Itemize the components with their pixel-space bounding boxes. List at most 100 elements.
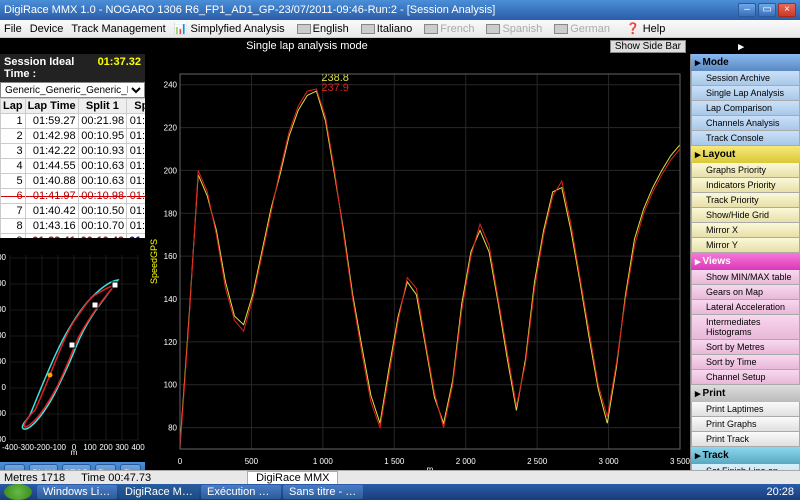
svg-text:160: 160 [164, 252, 178, 261]
panel-item[interactable]: Channels Analysis [691, 116, 800, 131]
lap-table[interactable]: LapLap TimeSplit 1Split 2Split 3101:59.2… [0, 98, 145, 238]
panel-item[interactable]: Gears on Map [691, 285, 800, 300]
flag-icon [297, 24, 311, 34]
panel-header-views[interactable]: ▸ Views [691, 253, 800, 270]
lap-row[interactable]: 501:40.8800:10.6301:27.6900:02.56 [1, 174, 146, 189]
svg-text:-200: -200 [0, 435, 7, 444]
panel-item[interactable]: Lateral Acceleration [691, 300, 800, 315]
lap-row[interactable]: 401:44.5500:10.6301:31.7500:02.17 [1, 159, 146, 174]
svg-text:100: 100 [164, 381, 178, 390]
svg-text:1 500: 1 500 [384, 457, 405, 466]
taskbar-item[interactable]: DigiRace MMX [119, 485, 199, 499]
svg-text:300: 300 [115, 443, 129, 452]
panel-item[interactable]: Print Track [691, 432, 800, 447]
svg-text:0: 0 [2, 383, 7, 392]
svg-text:500: 500 [245, 457, 259, 466]
taskbar-clock[interactable]: 20:28 [760, 486, 800, 498]
svg-text:200: 200 [0, 331, 7, 340]
lang-italiano[interactable]: Italiano [361, 23, 412, 35]
session-ideal-time: 01:37.32 [98, 56, 141, 80]
panel-item[interactable]: Print Graphs [691, 417, 800, 432]
menubar: File Device Track Management 📊 Simplyfie… [0, 20, 800, 38]
svg-text:500: 500 [0, 253, 7, 262]
lap-col-header[interactable]: Split 2 [127, 99, 145, 114]
panel-header-track[interactable]: ▸ Track [691, 447, 800, 464]
svg-text:80: 80 [168, 424, 177, 433]
show-sidebar-button[interactable]: Show Side Bar [610, 40, 686, 53]
lap-row[interactable]: 801:43.1600:10.7001:30.3100:02.15 [1, 219, 146, 234]
lap-col-header[interactable]: Lap Time [25, 99, 78, 114]
svg-text:400: 400 [131, 443, 145, 452]
lap-row[interactable]: 101:59.2700:21.9801:35.2600:02.03 [1, 114, 146, 129]
right-panel: ▸ ModeSession ArchiveSingle Lap Analysis… [690, 54, 800, 484]
speed-chart[interactable]: 8010012014016018020022024005001 0001 500… [145, 54, 690, 484]
svg-text:220: 220 [164, 124, 178, 133]
panel-item[interactable]: Channel Setup [691, 370, 800, 385]
svg-text:1 000: 1 000 [313, 457, 334, 466]
svg-text:0: 0 [178, 457, 183, 466]
panel-item[interactable]: Single Lap Analysis [691, 86, 800, 101]
lang-german[interactable]: German [554, 23, 610, 35]
panel-item[interactable]: Print Laptimes [691, 402, 800, 417]
taskbar-item[interactable]: Exécution automati… [201, 485, 281, 499]
panel-header-mode[interactable]: ▸ Mode [691, 54, 800, 71]
taskbar-item[interactable]: Windows Live Mess… [37, 485, 117, 499]
panel-item[interactable]: Graphs Priority [691, 163, 800, 178]
menu-device[interactable]: Device [30, 23, 64, 35]
panel-item[interactable]: Lap Comparison [691, 101, 800, 116]
lap-row[interactable]: 301:42.2200:10.9301:29.0300:02.26 [1, 144, 146, 159]
lap-col-header[interactable]: Split 1 [78, 99, 126, 114]
status-tab[interactable]: DigiRace MMX [247, 471, 338, 485]
menu-file[interactable]: File [4, 23, 22, 35]
panel-item[interactable]: Track Console [691, 131, 800, 146]
panel-item[interactable]: Show MIN/MAX table [691, 270, 800, 285]
lap-col-header[interactable]: Lap [1, 99, 26, 114]
lap-row[interactable]: 701:40.4200:10.5001:27.7200:02.20 [1, 204, 146, 219]
mode-bar: Single lap analysis mode Show Side Bar ▸ [0, 38, 800, 54]
panel-header-print[interactable]: ▸ Print [691, 385, 800, 402]
left-column: Session Ideal Time : 01:37.32 Generic_Ge… [0, 54, 145, 484]
status-time: 00:47.73 [108, 472, 151, 484]
panel-item[interactable]: Session Archive [691, 71, 800, 86]
svg-text:300: 300 [0, 305, 7, 314]
svg-text:-100: -100 [50, 443, 67, 452]
lang-french[interactable]: French [424, 23, 474, 35]
window-title: DigiRace MMX 1.0 - NOGARO 1306 R6_FP1_AD… [4, 4, 738, 16]
svg-text:-200: -200 [34, 443, 51, 452]
panel-item[interactable]: Show/Hide Grid [691, 208, 800, 223]
session-combo[interactable]: Generic_Generic_Generic_NEW [0, 82, 145, 98]
panel-header-layout[interactable]: ▸ Layout [691, 146, 800, 163]
help-button[interactable]: ❓ Help [626, 22, 665, 35]
lang-spanish[interactable]: Spanish [486, 23, 542, 35]
taskbar-item[interactable]: Sans titre - Paint [283, 485, 363, 499]
menu-track-management[interactable]: Track Management [71, 23, 165, 35]
start-button[interactable] [4, 484, 32, 500]
svg-text:180: 180 [164, 209, 178, 218]
flag-icon [424, 24, 438, 34]
flag-icon [361, 24, 375, 34]
maximize-button[interactable]: ▭ [758, 3, 776, 17]
svg-text:2 000: 2 000 [456, 457, 477, 466]
svg-text:120: 120 [164, 338, 178, 347]
minimize-button[interactable]: – [738, 3, 756, 17]
panel-item[interactable]: Sort by Time [691, 355, 800, 370]
panel-item[interactable]: Sort by Metres [691, 340, 800, 355]
svg-text:240: 240 [164, 81, 178, 90]
svg-text:-400: -400 [2, 443, 19, 452]
panel-item[interactable]: Intermediates Histograms [691, 315, 800, 340]
lap-row[interactable]: 601:41.9700:10.9801:28.7100:02.28 [1, 189, 146, 204]
svg-text:3 500: 3 500 [670, 457, 690, 466]
lang-english[interactable]: English [297, 23, 349, 35]
track-map[interactable]: -400-300-200-1000100200300400-200-100010… [0, 238, 145, 462]
simplified-analysis-button[interactable]: 📊 Simplyfied Analysis [174, 22, 285, 35]
status-metres: 1718 [41, 472, 65, 484]
panel-item[interactable]: Mirror Y [691, 238, 800, 253]
svg-text:237.9: 237.9 [321, 82, 349, 94]
panel-item[interactable]: Indicators Priority [691, 178, 800, 193]
lap-row[interactable]: 201:42.9800:10.9501:29.8100:02.22 [1, 129, 146, 144]
panel-item[interactable]: Track Priority [691, 193, 800, 208]
close-button[interactable]: × [778, 3, 796, 17]
panel-item[interactable]: Mirror X [691, 223, 800, 238]
svg-text:100: 100 [83, 443, 97, 452]
sidebar-tab-arrow: ▸ [686, 40, 796, 53]
